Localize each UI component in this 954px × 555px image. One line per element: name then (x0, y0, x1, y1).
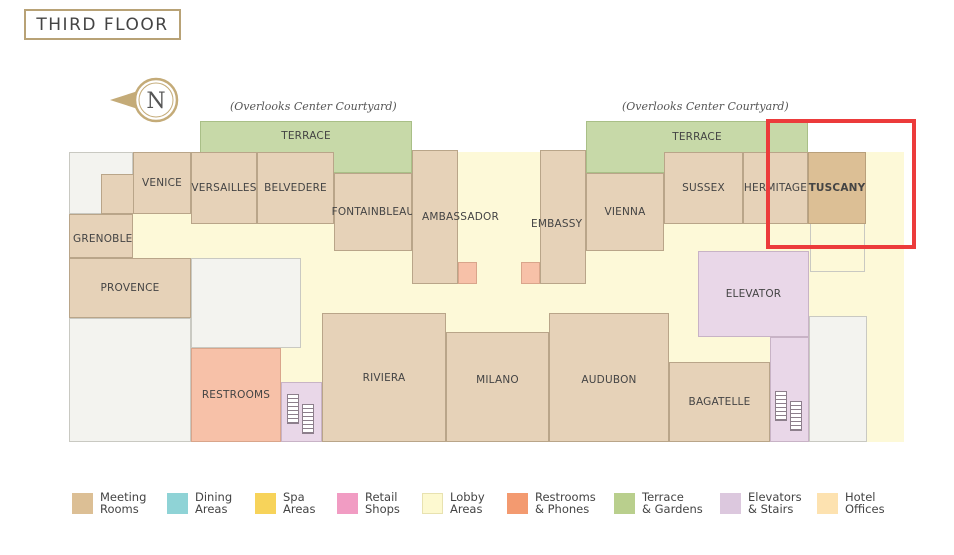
room-riviera[interactable]: RIVIERA (322, 313, 446, 442)
stairs-icon-east-1 (775, 391, 787, 421)
room-provence[interactable]: PROVENCE (69, 258, 191, 318)
legend-swatch-retail (337, 492, 358, 514)
room-embassy[interactable]: EMBASSY (531, 150, 586, 284)
legend-swatch-meeting (72, 492, 93, 514)
room-tuscany[interactable]: TUSCANY (808, 152, 866, 224)
room-belvedere[interactable]: BELVEDERE (257, 152, 334, 224)
legend-swatch-dining (167, 492, 188, 514)
stairs-icon-west-2 (302, 404, 314, 434)
legend-item-restrooms-phones: Restrooms & Phones (507, 491, 614, 515)
office-area-sw (69, 318, 191, 442)
room-restrooms[interactable]: RESTROOMS (191, 348, 281, 442)
office-area-center-west (191, 258, 301, 348)
restroom-small-left[interactable] (458, 262, 477, 284)
room-fontainbleau[interactable]: FONTAINBLEAU (332, 173, 414, 251)
floor-title: THIRD FLOOR (24, 9, 181, 40)
room-ambassador[interactable]: AMBASSADOR (412, 150, 499, 284)
legend-swatch-offices (817, 492, 838, 514)
room-milano[interactable]: MILANO (446, 332, 549, 442)
elevator-area[interactable]: ELEVATOR (698, 251, 809, 337)
legend-item-terrace-gardens: Terrace & Gardens (614, 491, 720, 515)
room-bagatelle[interactable]: BAGATELLE (669, 362, 770, 442)
legend-swatch-lobby (422, 492, 443, 514)
legend-swatch-elevators (720, 492, 741, 514)
legend-swatch-restrooms (507, 492, 528, 514)
overlook-note-right: (Overlooks Center Courtyard) (622, 100, 789, 113)
highlight-box-tuscany (766, 119, 916, 249)
office-area-se (809, 316, 867, 442)
map-legend: Meeting Rooms Dining Areas Spa Areas Retail… (72, 491, 897, 515)
compass-letter: N (146, 89, 165, 114)
room-versailles[interactable]: VERSAILLES (191, 152, 257, 224)
legend-swatch-terrace (614, 492, 635, 514)
room-hermitage[interactable]: HERMITAGE (743, 152, 808, 224)
meeting-room-small-nw[interactable] (101, 174, 134, 214)
stairs-icon-west-1 (287, 394, 299, 424)
legend-item-lobby-areas: Lobby Areas (422, 491, 507, 515)
legend-item-meeting-rooms: Meeting Rooms (72, 491, 167, 515)
legend-item-dining-areas: Dining Areas (167, 491, 255, 515)
legend-swatch-spa (255, 492, 276, 514)
compass-icon: N (110, 77, 179, 123)
legend-item-hotel-offices: Hotel Offices (817, 491, 897, 515)
room-embassy-label: EMBASSY (531, 218, 583, 230)
restroom-small-right[interactable] (521, 262, 540, 284)
stairs-icon-east-2 (790, 401, 802, 431)
room-audubon[interactable]: AUDUBON (549, 313, 669, 442)
legend-item-retail-shops: Retail Shops (337, 491, 422, 515)
overlook-note-left: (Overlooks Center Courtyard) (230, 100, 397, 113)
room-vienna[interactable]: VIENNA (586, 173, 664, 251)
room-grenoble[interactable]: GRENOBLE (69, 214, 133, 258)
room-venice[interactable]: VENICE (133, 152, 191, 214)
room-sussex[interactable]: SUSSEX (664, 152, 743, 224)
legend-item-elevators-stairs: Elevators & Stairs (720, 491, 817, 515)
legend-item-spa-areas: Spa Areas (255, 491, 337, 515)
stairs-east[interactable] (770, 337, 809, 442)
